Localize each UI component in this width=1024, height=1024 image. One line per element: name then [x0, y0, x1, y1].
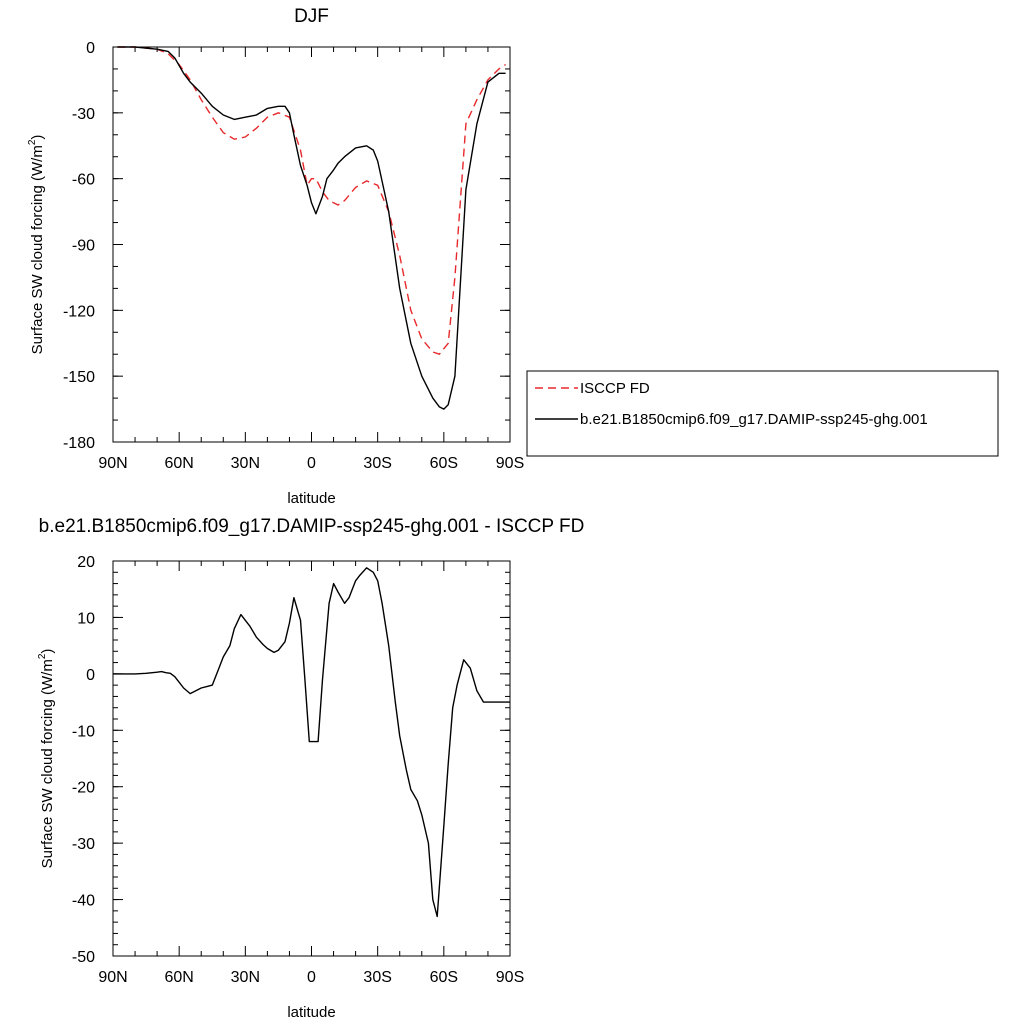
y-axis-label-superscript: 2	[37, 653, 48, 659]
x-tick-label: 60S	[430, 455, 458, 472]
legend: ISCCP FD b.e21.B1850cmip6.f09_g17.DAMIP-s…	[526, 370, 999, 457]
y-tick-label: -40	[72, 893, 95, 910]
x-tick-label: 0	[307, 969, 316, 986]
y-axis-label-close: )	[39, 649, 56, 654]
x-tick-label: 90S	[496, 455, 524, 472]
x-axis-label: latitude	[287, 490, 335, 507]
x-tick-label: 60N	[164, 455, 193, 472]
y-axis-label-close: )	[29, 135, 46, 140]
x-tick-label: 90N	[98, 969, 127, 986]
x-tick-label: 30S	[363, 455, 391, 472]
series-line-2	[117, 46, 506, 410]
x-tick-label: 60N	[164, 969, 193, 986]
series-line-1	[117, 46, 506, 355]
legend-label-2: b.e21.B1850cmip6.f09_g17.DAMIP-ssp245-gh…	[580, 411, 928, 428]
x-tick-label: 30S	[363, 969, 391, 986]
y-tick-label: -180	[63, 435, 95, 452]
y-tick-label: -90	[72, 238, 95, 255]
series-line-1	[113, 567, 510, 918]
y-tick-label: -120	[63, 303, 95, 320]
x-tick-label: 30N	[231, 969, 260, 986]
chart-title: b.e21.B1850cmip6.f09_g17.DAMIP-ssp245-gh…	[39, 516, 585, 537]
y-tick-label: 0	[86, 667, 95, 684]
x-axis-label: latitude	[287, 1004, 335, 1021]
x-tick-label: 90S	[496, 969, 524, 986]
y-tick-label: 0	[86, 40, 95, 57]
chart-1: DJF 90N 60N 30N 0 30S 60S 90S 0 -30 -60 -90 -120 -150…	[27, 6, 999, 507]
y-axis-label: Surface SW cloud forcing (W/m2)	[37, 649, 56, 869]
plot-frame	[112, 46, 511, 443]
y-tick-label: -150	[63, 369, 95, 386]
y-axis-label: Surface SW cloud forcing (W/m2)	[27, 135, 46, 355]
y-tick-label: -20	[72, 780, 95, 797]
x-tick-label: 60S	[430, 969, 458, 986]
y-tick-label: -30	[72, 836, 95, 853]
y-tick-label: -10	[72, 723, 95, 740]
legend-label-1: ISCCP FD	[580, 380, 650, 397]
legend-box	[526, 370, 999, 457]
y-tick-label: 10	[77, 610, 95, 627]
y-tick-label: -50	[72, 949, 95, 966]
plot-frame	[112, 560, 511, 957]
y-axis-label-superscript: 2	[27, 139, 38, 145]
x-tick-label: 30N	[231, 455, 260, 472]
x-tick-label: 90N	[98, 455, 127, 472]
y-axis-label-text: Surface SW cloud forcing (W/m	[29, 145, 46, 354]
y-tick-label: 20	[77, 554, 95, 571]
x-tick-label: 0	[307, 455, 316, 472]
y-axis-label-text: Surface SW cloud forcing (W/m	[39, 659, 56, 868]
y-tick-label: -30	[72, 106, 95, 123]
chart-2: b.e21.B1850cmip6.f09_g17.DAMIP-ssp245-gh…	[37, 516, 584, 1021]
y-tick-label: -60	[72, 172, 95, 189]
chart-title: DJF	[294, 6, 329, 27]
